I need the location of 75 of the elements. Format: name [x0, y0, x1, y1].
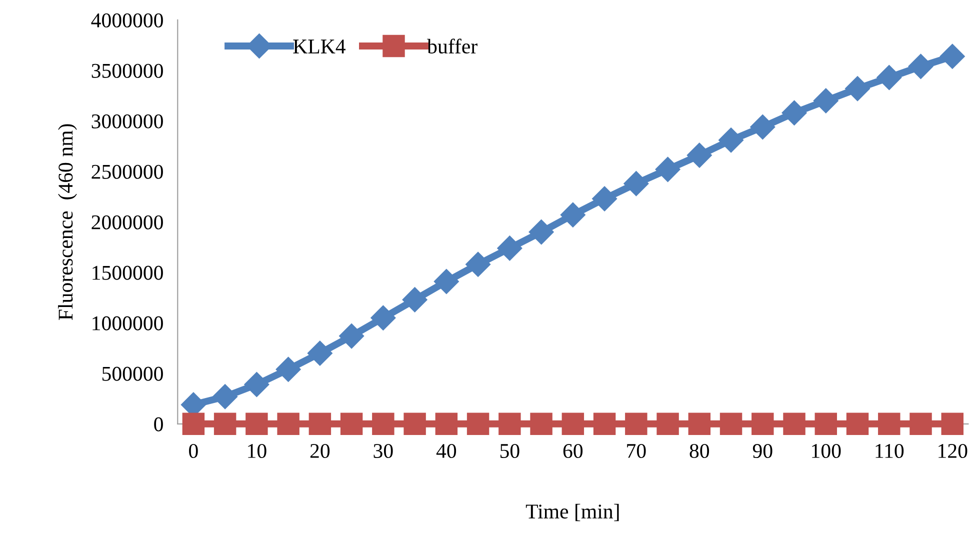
point	[720, 412, 742, 436]
x-tick-label: 0	[189, 444, 198, 458]
y-axis-title: Fluorescence (460 nm)	[58, 124, 77, 320]
point	[846, 412, 869, 436]
point	[878, 412, 900, 436]
legend-label: KLK4	[293, 40, 346, 54]
point	[908, 54, 934, 79]
x-tick-label: 20	[310, 444, 330, 458]
point	[434, 269, 459, 294]
point	[940, 44, 965, 69]
point	[845, 76, 870, 102]
point	[655, 156, 680, 182]
y-tick-label: 1000000	[92, 316, 163, 330]
point	[498, 412, 521, 436]
point	[339, 324, 364, 349]
point	[308, 412, 332, 436]
point	[246, 412, 268, 436]
point	[688, 412, 711, 436]
point	[307, 340, 332, 366]
point	[560, 202, 586, 228]
point	[182, 412, 205, 436]
point	[402, 287, 428, 312]
x-tick-label: 40	[436, 444, 456, 458]
point	[277, 412, 300, 436]
point	[686, 142, 712, 168]
point	[466, 252, 491, 277]
x-axis-title: Time [min]	[526, 504, 619, 522]
x-tick-label: 60	[563, 444, 583, 458]
x-tick-label: 70	[627, 444, 646, 458]
point	[214, 412, 236, 436]
point	[750, 114, 776, 140]
x-tick-label: 100	[812, 444, 841, 458]
point	[212, 384, 238, 410]
point	[435, 412, 458, 436]
point	[244, 372, 270, 397]
point	[783, 412, 806, 436]
point	[340, 412, 363, 436]
x-tick-label: 120	[938, 444, 968, 458]
legend-label: buffer	[427, 38, 478, 54]
point	[782, 100, 807, 126]
point	[276, 356, 301, 382]
point	[404, 412, 426, 436]
point	[625, 412, 648, 436]
x-tick-label: 10	[248, 444, 266, 458]
y-tick-label: 3000000	[92, 114, 163, 128]
x-tick-label: 30	[374, 444, 393, 458]
point	[718, 128, 744, 153]
point	[813, 88, 838, 114]
point	[752, 412, 774, 436]
point	[370, 305, 396, 330]
point	[372, 412, 394, 436]
point	[910, 412, 932, 436]
point	[593, 412, 616, 436]
point	[876, 65, 902, 90]
y-tick-label: 500000	[102, 366, 163, 381]
x-tick-label: 110	[876, 444, 904, 458]
point	[528, 220, 554, 245]
x-tick-label: 50	[500, 444, 520, 458]
point	[466, 412, 490, 436]
y-tick-label: 2500000	[92, 164, 163, 179]
point	[624, 171, 649, 196]
y-tick-label: 0	[154, 417, 163, 432]
point	[814, 412, 838, 436]
x-tick-label: 90	[752, 444, 772, 458]
y-tick-label: 3500000	[92, 64, 163, 78]
y-tick-label: 4000000	[91, 13, 163, 28]
y-tick-label: 2000000	[92, 215, 163, 230]
point	[562, 412, 584, 436]
point	[497, 236, 522, 261]
y-tick-label: 1500000	[92, 266, 163, 280]
point	[656, 412, 679, 436]
point	[530, 412, 552, 436]
x-tick-label: 80	[690, 444, 710, 458]
point	[941, 412, 964, 436]
point	[592, 186, 618, 212]
